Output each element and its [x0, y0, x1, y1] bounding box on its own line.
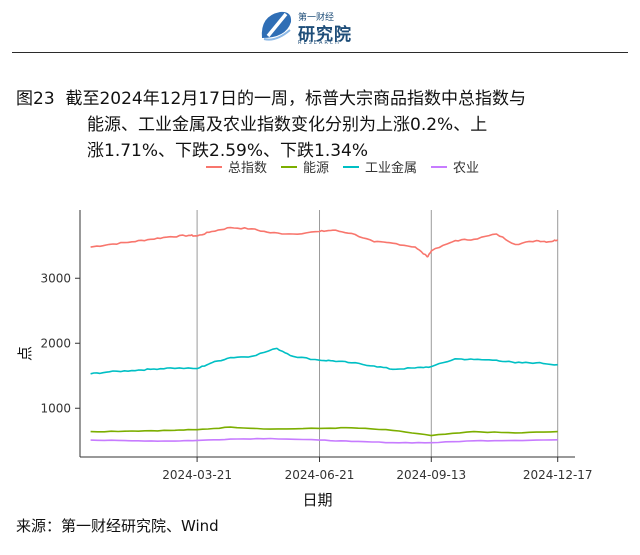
series-line-1 [90, 426, 558, 437]
chart-grid [196, 210, 559, 457]
figure-title-line-2: 能源、工业金属及农业指数变化分别为上涨0.2%、上 [87, 115, 488, 135]
figure-number: 图23 [16, 89, 55, 109]
logo-mark-icon [261, 11, 292, 41]
series-line-2 [90, 347, 558, 375]
x-axis-title: 日期 [302, 491, 332, 509]
commodity-index-chart: 总指数 能源 工业金属 农业 2024-03-21 2024-06-21 2024-09-… [16, 160, 593, 509]
x-tick-label-2: 2024-09-13 [396, 468, 466, 482]
brand-logo: 第一财经 研究院 RESEARCH [258, 6, 388, 48]
legend-item-0: 总指数 [206, 161, 267, 176]
legend-label-0: 总指数 [228, 161, 267, 176]
x-tick-label-1: 2024-06-21 [285, 468, 355, 482]
legend-item-1: 能源 [281, 161, 329, 176]
series-line-0 [90, 226, 559, 258]
y-tick-label-2: 3000 [40, 271, 71, 285]
chart-axes: 2024-03-21 2024-06-21 2024-09-13 2024-12-17… [16, 210, 593, 509]
series-line-3 [90, 437, 558, 444]
chart-legend: 总指数 能源 工业金属 农业 [206, 160, 479, 176]
legend-item-3: 农业 [431, 161, 479, 176]
header-divider [12, 52, 628, 53]
figure-title-line-1: 图23 截至2024年12月17日的一周，标普大宗商品指数中总指数与 [16, 86, 626, 112]
figure-title: 图23 截至2024年12月17日的一周，标普大宗商品指数中总指数与 能源、工业… [16, 86, 626, 164]
chart-series [90, 226, 559, 444]
y-axis-title: 点 [16, 346, 34, 361]
report-header: 第一财经 研究院 RESEARCH [0, 0, 640, 56]
figure-title-text-1: 截至2024年12月17日的一周，标普大宗商品指数中总指数与 [65, 89, 526, 109]
source-note: 来源：第一财经研究院、Wind [16, 517, 219, 535]
logo-sub-text: RESEARCH [298, 40, 341, 46]
legend-item-2: 工业金属 [343, 160, 417, 176]
y-tick-label-0: 1000 [40, 401, 71, 415]
logo-small-text: 第一财经 [298, 13, 335, 23]
x-tick-label-3: 2024-12-17 [523, 468, 593, 482]
y-tick-label-1: 2000 [40, 336, 71, 350]
legend-label-2: 工业金属 [365, 160, 417, 176]
figure-title-line-3: 涨1.71%、下跌2.59%、下跌1.34% [87, 141, 369, 161]
x-tick-label-0: 2024-03-21 [162, 468, 232, 482]
legend-label-3: 农业 [453, 161, 479, 176]
logo-name-text: 研究院 [298, 25, 352, 45]
legend-label-1: 能源 [303, 161, 329, 176]
